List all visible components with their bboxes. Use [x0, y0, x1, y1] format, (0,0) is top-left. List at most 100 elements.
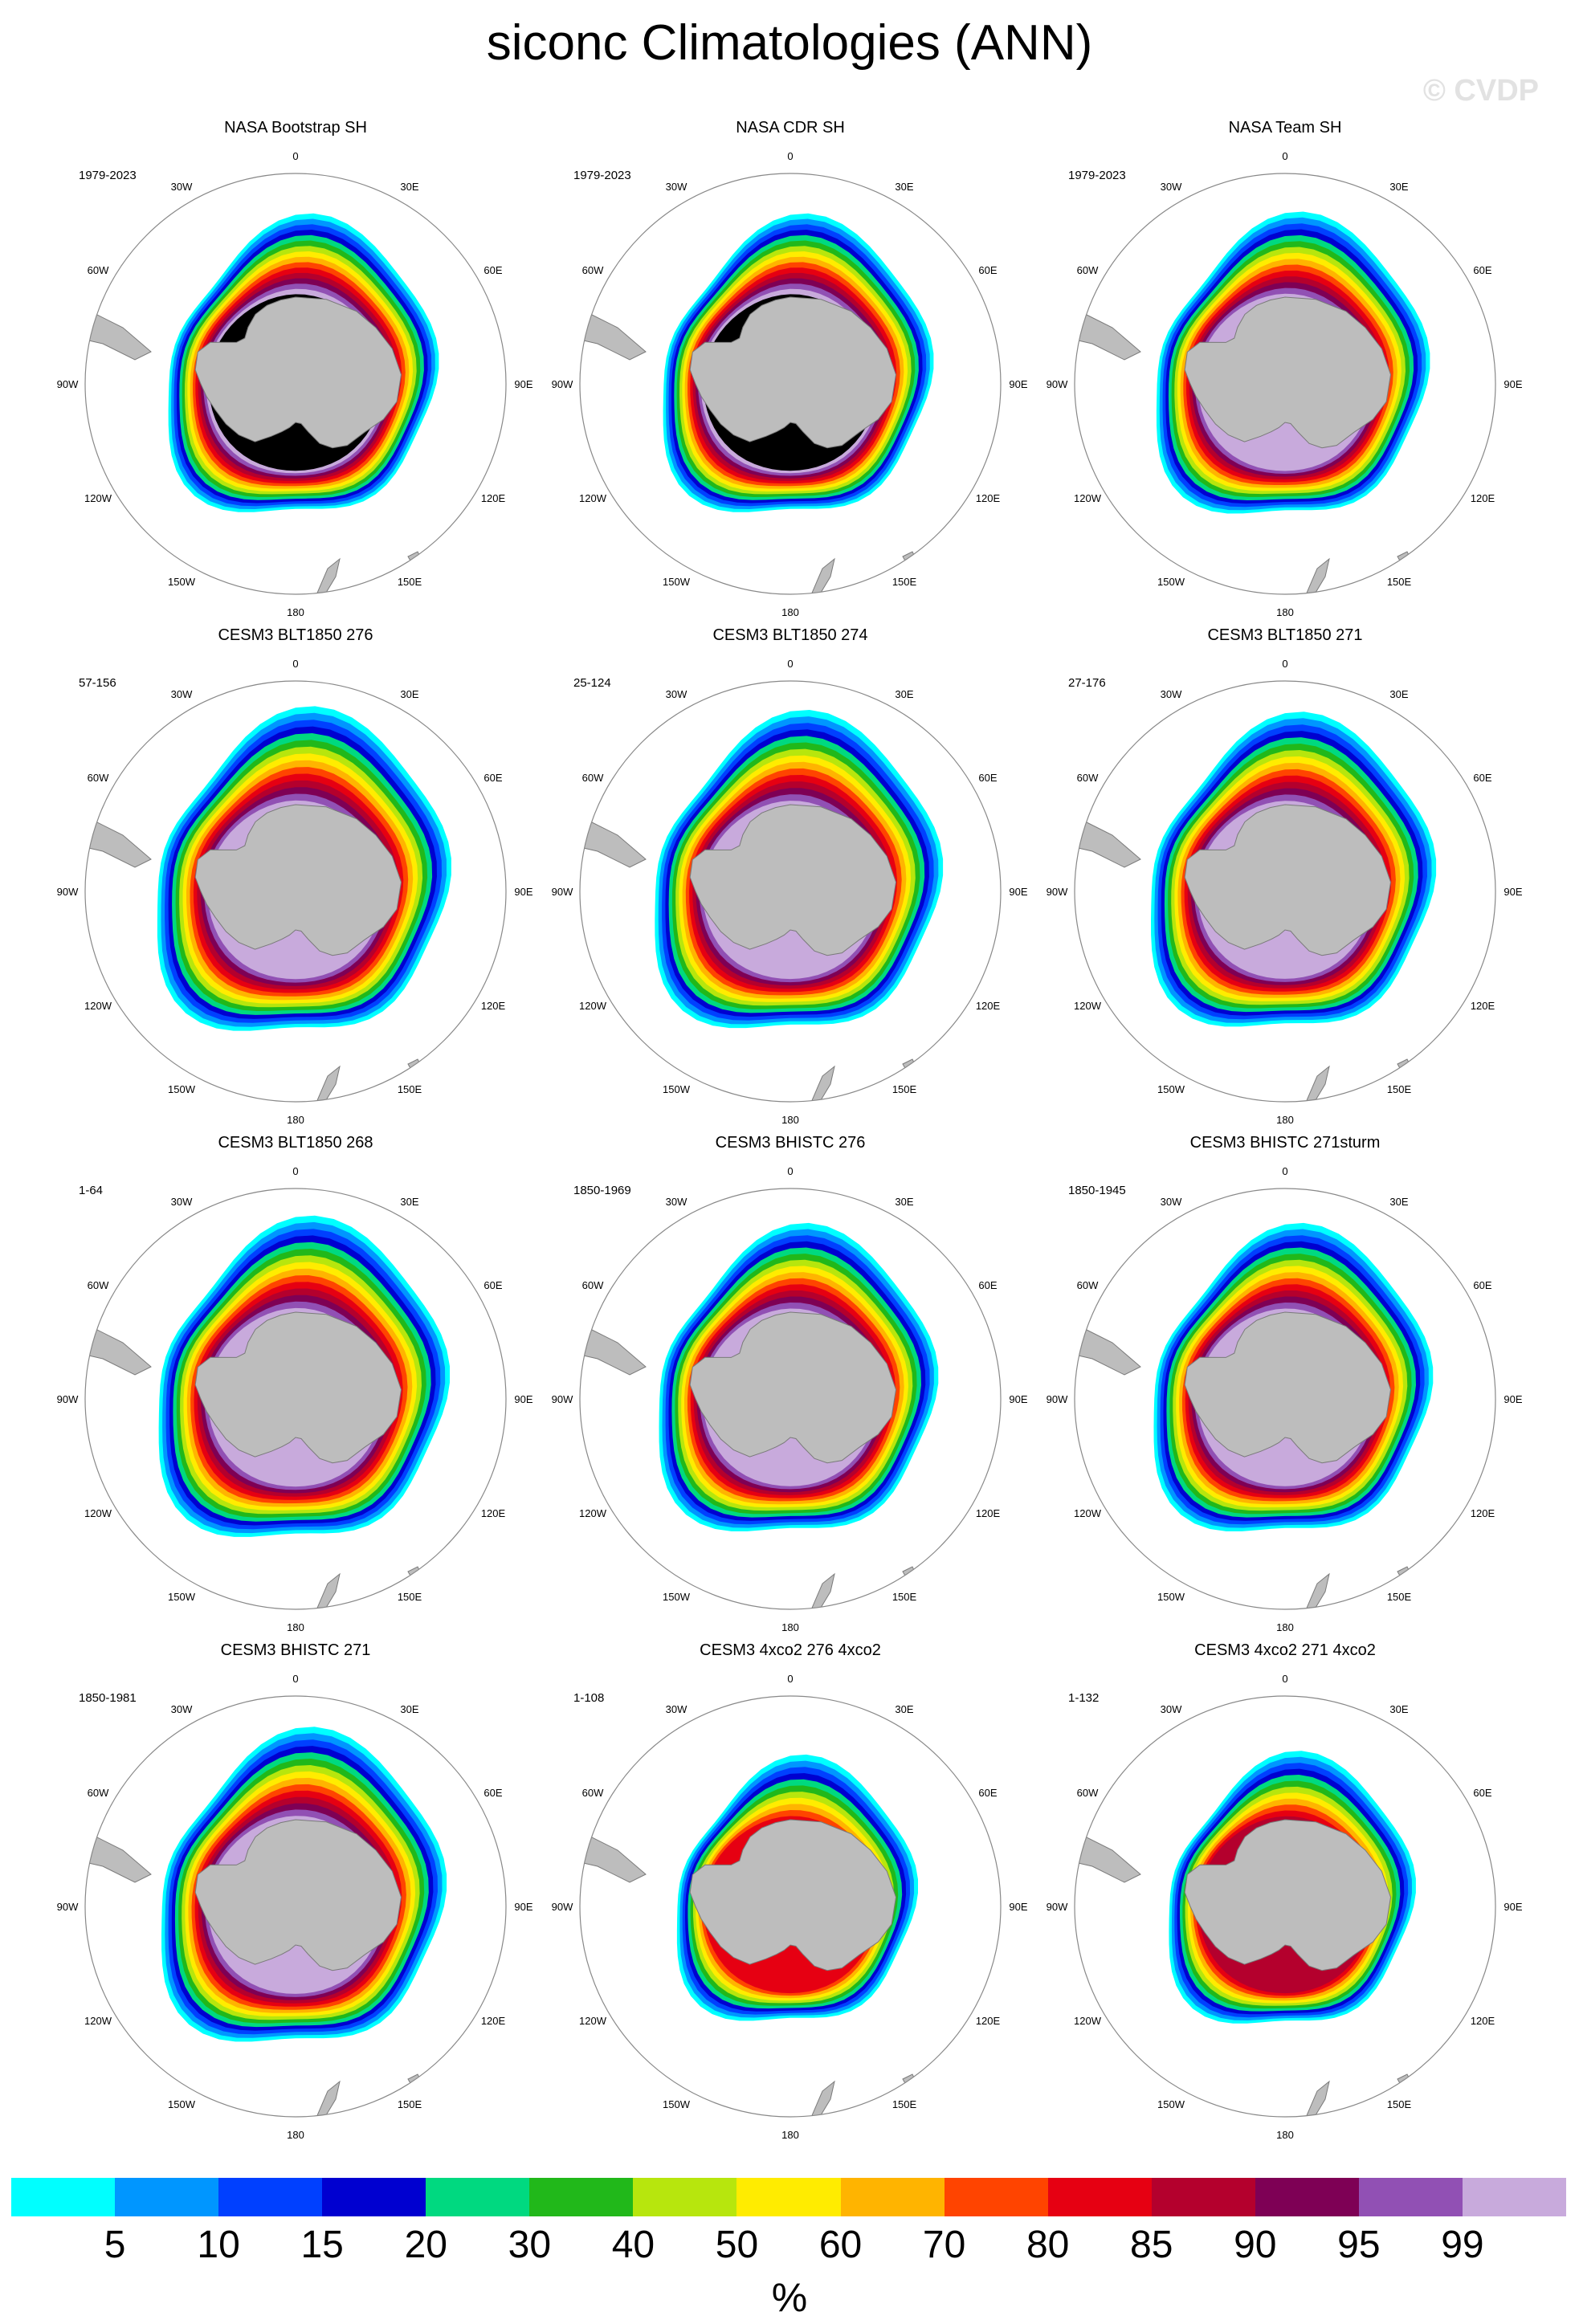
colorbar-tick-label: 90 — [1234, 2224, 1277, 2266]
longitude-label: 90W — [1047, 886, 1068, 898]
longitude-label: 150E — [892, 2098, 917, 2110]
longitude-label: 180 — [1276, 1621, 1294, 1633]
tasmania-landmass — [1397, 2073, 1413, 2091]
polar-map: 0 30E 60E 90E 120E 150E 180 150W 120W 90W 60W 30W — [552, 1165, 1028, 1633]
longitude-label: 30E — [400, 1703, 418, 1715]
longitude-label: 150E — [892, 576, 917, 588]
longitude-label: 30W — [171, 181, 193, 193]
longitude-label: 30E — [400, 1196, 418, 1208]
antarctica-landmass — [689, 1311, 897, 1464]
longitude-label: 60E — [1473, 772, 1491, 784]
polar-map: 0 30E 60E 90E 120E 150E 180 150W 120W 90W 60W 30W — [552, 150, 1028, 618]
map-boundary — [84, 1695, 507, 2118]
longitude-label: 30E — [1389, 688, 1408, 700]
longitude-label: 150E — [398, 1083, 422, 1095]
longitude-label: 60E — [978, 1787, 997, 1799]
longitude-label: 120E — [976, 492, 1001, 504]
map-panel: CESM3 4xco2 276 4xco2 0 30E 60E 90E 120E 150E 1… — [533, 1641, 1047, 2147]
longitude-label: 0 — [1282, 1673, 1287, 1685]
panel-title: NASA CDR SH — [736, 119, 845, 137]
longitude-label: 120W — [1074, 1507, 1102, 1519]
map-panel: NASA Bootstrap SH 0 30E 60E 90E 120E 150E 180 15… — [39, 119, 553, 625]
polar-map: 0 30E 60E 90E 120E 150E 180 150W 120W 90W 60W 30W — [57, 1165, 533, 1633]
longitude-label: 120W — [84, 492, 112, 504]
longitude-label: 60W — [88, 1279, 109, 1291]
south-america-landmass — [1075, 311, 1141, 361]
panel-years: 1850-1969 — [573, 1184, 631, 1197]
longitude-label: 90E — [514, 1901, 532, 1913]
longitude-label: 90E — [1504, 1901, 1522, 1913]
longitude-label: 60E — [483, 1279, 502, 1291]
panel-years: 1850-1945 — [1068, 1184, 1126, 1197]
new-zealand-landmass — [810, 1572, 835, 1609]
map-boundary — [579, 1695, 1002, 2118]
longitude-label: 60W — [1077, 1787, 1099, 1799]
longitude-label: 120W — [579, 2015, 607, 2027]
panel-title: NASA Bootstrap SH — [224, 119, 367, 137]
polar-map: 0 30E 60E 90E 120E 150E 180 150W 120W 90W 60W 30W — [1047, 658, 1523, 1126]
longitude-label: 30W — [666, 181, 687, 193]
tasmania-landmass — [407, 1058, 423, 1076]
longitude-label: 120W — [579, 1000, 607, 1012]
map-panel: CESM3 BHISTC 276 0 30E 60E 90E 120E 150E 180 150… — [533, 1134, 1047, 1640]
longitude-label: 60W — [582, 772, 604, 784]
longitude-label: 30E — [1389, 1196, 1408, 1208]
tasmania-landmass — [1397, 1566, 1413, 1584]
longitude-label: 30W — [171, 1196, 193, 1208]
longitude-label: 30E — [1389, 181, 1408, 193]
map-panel: CESM3 BHISTC 271sturm 0 30E 60E 90E 120E 150E 1… — [1028, 1134, 1542, 1640]
longitude-label: 30E — [1389, 1703, 1408, 1715]
colorbar-tick-label: 70 — [922, 2224, 966, 2266]
new-zealand-landmass — [1304, 1065, 1330, 1102]
longitude-label: 150E — [398, 2098, 422, 2110]
longitude-label: 180 — [1276, 2129, 1294, 2141]
panel-title: CESM3 BHISTC 276 — [715, 1134, 866, 1152]
panel-title: CESM3 BLT1850 268 — [218, 1134, 373, 1152]
panel-years: 1-64 — [79, 1184, 104, 1197]
longitude-label: 90E — [1009, 886, 1027, 898]
longitude-label: 0 — [787, 1673, 793, 1685]
map-panel: NASA CDR SH 0 30E 60E 90E 120E 150E 180 150W 120W… — [533, 119, 1047, 625]
longitude-label: 180 — [287, 1621, 304, 1633]
south-america-landmass — [1075, 1833, 1141, 1883]
longitude-label: 150W — [663, 1083, 691, 1095]
map-boundary — [579, 173, 1002, 595]
polar-map: 0 30E 60E 90E 120E 150E 180 150W 120W 90W 60W 30W — [552, 658, 1028, 1126]
longitude-label: 120E — [976, 1000, 1001, 1012]
panel-years: 1979-2023 — [573, 169, 631, 182]
longitude-label: 60E — [483, 1787, 502, 1799]
colorbar-tick-label: 85 — [1130, 2224, 1173, 2266]
antarctica-landmass — [194, 296, 402, 449]
antarctica-landmass — [194, 804, 402, 956]
longitude-label: 150E — [892, 1591, 917, 1603]
longitude-label: 90W — [552, 1901, 573, 1913]
new-zealand-landmass — [810, 557, 835, 594]
longitude-label: 0 — [787, 150, 793, 162]
longitude-label: 90W — [552, 378, 573, 390]
longitude-label: 150E — [1387, 576, 1412, 588]
longitude-label: 30E — [400, 181, 418, 193]
panel-years: 1979-2023 — [79, 169, 137, 182]
longitude-label: 60W — [582, 1279, 604, 1291]
colorbar-segment — [736, 2178, 842, 2216]
tasmania-landmass — [902, 551, 918, 569]
colorbar-tick-label: 50 — [715, 2224, 759, 2266]
south-america-landmass — [85, 1326, 152, 1376]
longitude-label: 60W — [582, 1787, 604, 1799]
longitude-label: 150E — [398, 1591, 422, 1603]
longitude-label: 30E — [400, 688, 418, 700]
colorbar — [11, 2178, 1567, 2216]
cvdp-watermark: © CVDP — [1422, 74, 1539, 108]
colorbar-segment — [426, 2178, 530, 2216]
longitude-label: 0 — [1282, 1165, 1287, 1177]
longitude-label: 60W — [1077, 772, 1099, 784]
polar-map: 0 30E 60E 90E 120E 150E 180 150W 120W 90W 60W 30W — [552, 1673, 1028, 2141]
longitude-label: 60E — [978, 264, 997, 276]
panel-years: 1-108 — [573, 1691, 605, 1705]
longitude-label: 30E — [895, 1703, 913, 1715]
longitude-label: 180 — [781, 2129, 799, 2141]
colorbar-tick-label: 60 — [818, 2224, 863, 2266]
longitude-label: 30E — [895, 688, 913, 700]
polar-map: 0 30E 60E 90E 120E 150E 180 150W 120W 90W 60W 30W — [1047, 150, 1523, 618]
longitude-label: 30W — [171, 1703, 193, 1715]
